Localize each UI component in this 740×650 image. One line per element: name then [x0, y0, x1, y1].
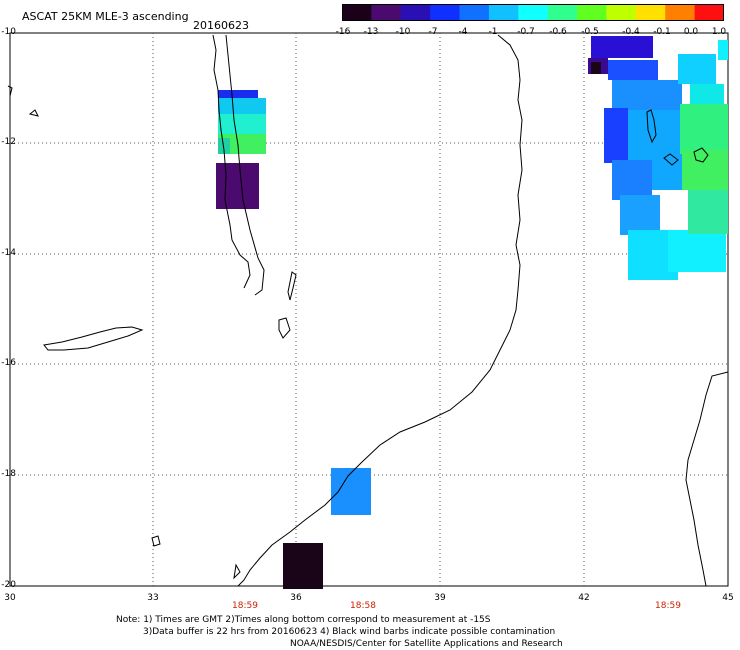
colorbar-label: 1.0: [711, 27, 727, 37]
colorbar-segment: [606, 4, 637, 21]
lat-label: -20: [1, 580, 16, 590]
colorbar-segment: [518, 4, 549, 21]
colorbar-segment: [430, 4, 461, 21]
map-title: ASCAT 25KM MLE-3 ascending: [22, 10, 189, 23]
lat-label: -12: [1, 137, 16, 147]
colorbar-label: -0.6: [549, 27, 567, 37]
colorbar-segment: [488, 4, 519, 21]
note-line-2: 3)Data buffer is 22 hrs from 20160623 4)…: [143, 627, 556, 637]
colorbar-segment: [342, 4, 372, 21]
colorbar-segment: [635, 4, 666, 21]
colorbar-segment: [665, 4, 696, 21]
colorbar-segment: [694, 4, 724, 21]
map-frame: [9, 32, 729, 587]
colorbar: [342, 4, 724, 21]
lon-label: 42: [578, 593, 590, 603]
colorbar-label: -0.1: [653, 27, 671, 37]
data-swath-east: [588, 36, 728, 280]
colorbar-label: -4: [458, 27, 468, 37]
gridlines: [10, 33, 728, 586]
colorbar-label: -7: [428, 27, 438, 37]
data-swath-south-dark: [283, 543, 323, 589]
lon-label: 33: [147, 593, 159, 603]
colorbar-label: -0.7: [517, 27, 535, 37]
colorbar-segment: [547, 4, 578, 21]
lon-label: 36: [290, 593, 302, 603]
note-line-1: Note: 1) Times are GMT 2)Times along bot…: [116, 615, 491, 625]
colorbar-label: -16: [335, 27, 351, 37]
lon-label: 45: [722, 593, 734, 603]
colorbar-label: -13: [363, 27, 379, 37]
coastlines: [7, 34, 729, 587]
colorbar-label: -10: [395, 27, 411, 37]
time-label: 18:59: [655, 601, 681, 611]
time-label: 18:58: [350, 601, 376, 611]
colorbar-label: -0.4: [622, 27, 640, 37]
lat-label: -18: [1, 469, 16, 479]
lat-label: -10: [1, 27, 16, 37]
note-line-3: NOAA/NESDIS/Center for Satellite Applica…: [290, 639, 563, 649]
colorbar-label: 0.0: [683, 27, 699, 37]
time-label: 18:59: [232, 601, 258, 611]
data-swath-south: [331, 468, 371, 515]
colorbar-segment: [577, 4, 607, 21]
colorbar-label: -1: [488, 27, 498, 37]
colorbar-segment: [371, 4, 402, 21]
data-swath-lake: [216, 90, 266, 209]
colorbar-segment: [400, 4, 431, 21]
colorbar-segment: [459, 4, 490, 21]
lat-label: -14: [1, 248, 16, 258]
lat-label: -16: [1, 358, 16, 368]
map-date: 20160623: [193, 19, 249, 32]
colorbar-label: -0.5: [581, 27, 599, 37]
lon-label: 30: [4, 593, 16, 603]
lon-label: 39: [434, 593, 446, 603]
